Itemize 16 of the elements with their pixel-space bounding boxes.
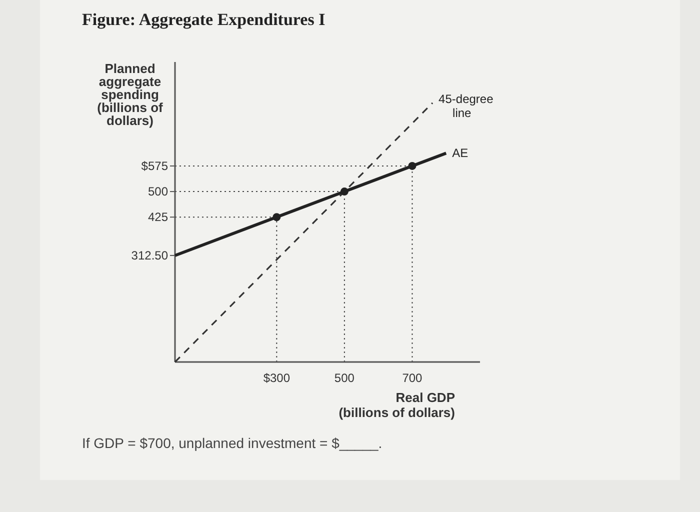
chart-title: Figure: Aggregate Expenditures I [82,10,326,29]
series-label: AE [452,146,468,160]
point [272,213,281,222]
y-tick-label: $575 [141,158,168,173]
x-tick-label: 500 [334,371,355,385]
x-axis-title: Real GDP (billions of dollars) [338,390,456,420]
text: If GDP = $700, unplanned investment = $_____. [82,435,382,451]
point [340,188,348,196]
point [408,162,416,170]
y-tick-label: 312.50 [131,248,168,262]
y-tick-label: 500 [148,184,168,199]
y-tick-label: 425 [148,210,168,224]
x-tick-label: 700 [402,371,423,385]
x-tick-label: $300 [263,371,290,385]
y-axis-title: Planned aggregate spending (billions of dollars) [97,61,164,128]
series-label: 45-degree line [438,92,494,120]
